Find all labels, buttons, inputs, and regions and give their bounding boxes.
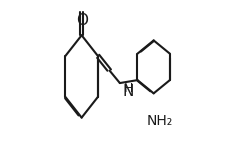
Text: N: N [122,84,134,99]
Text: H: H [123,82,133,95]
Text: O: O [76,13,88,28]
Text: NH₂: NH₂ [146,113,173,128]
